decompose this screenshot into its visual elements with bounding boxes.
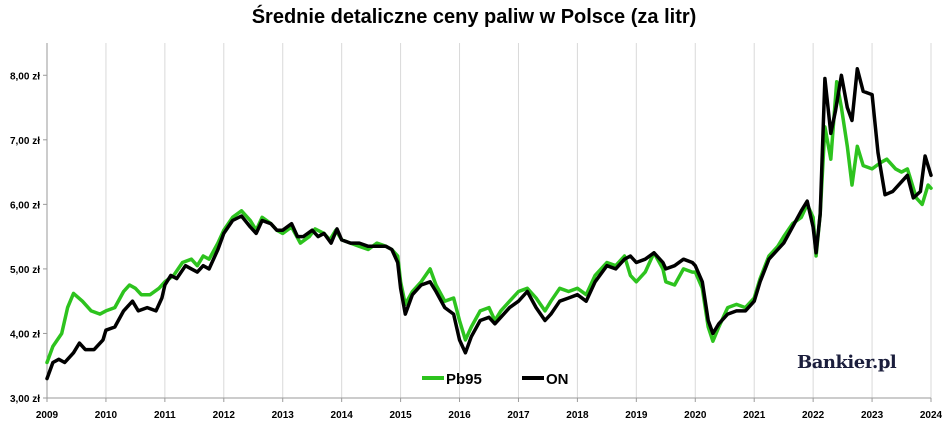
vertical-gridlines — [105, 43, 932, 398]
x-tick-label: 2019 — [625, 410, 648, 421]
x-tick-labels: 2009 2010 2011 2012 2013 2014 2015 2016 2017 2018… — [36, 410, 943, 421]
x-tick-label: 2016 — [448, 410, 471, 421]
x-tick-label: 2021 — [743, 410, 766, 421]
x-tick-label: 2014 — [331, 410, 354, 421]
y-tick-label: 5,00 zł — [10, 265, 40, 276]
x-tick-label: 2010 — [95, 410, 118, 421]
chart-title: Średnie detaliczne ceny paliw w Polsce (… — [251, 6, 697, 28]
x-tick-label: 2015 — [389, 410, 412, 421]
x-tick-label: 2013 — [272, 410, 295, 421]
x-tick-label: 2009 — [36, 410, 59, 421]
y-tick-label: 8,00 zł — [10, 71, 40, 82]
axes — [43, 43, 932, 402]
y-tick-label: 4,00 zł — [10, 329, 40, 340]
series-line-pb95 — [45, 79, 933, 365]
y-tick-labels: 3,00 zł 4,00 zł 5,00 zł 6,00 zł 7,00 zł 8,00 … — [10, 71, 40, 405]
series-line-on — [45, 67, 933, 381]
x-tick-label: 2012 — [213, 410, 236, 421]
x-tick-label: 2022 — [802, 410, 825, 421]
y-tick-label: 7,00 zł — [10, 136, 40, 147]
y-tick-label: 3,00 zł — [10, 394, 40, 405]
x-tick-label: 2020 — [684, 410, 707, 421]
x-tick-label: 2011 — [154, 410, 176, 421]
x-tick-label: 2024 — [920, 410, 943, 421]
x-tick-label: 2017 — [507, 410, 530, 421]
legend: Pb95 ON — [422, 371, 569, 388]
y-tick-label: 6,00 zł — [10, 200, 40, 211]
bankier-logo: Bankier.pl — [797, 352, 897, 373]
series-lines — [45, 67, 933, 381]
legend-label-on: ON — [546, 371, 569, 388]
x-tick-label: 2018 — [566, 410, 589, 421]
x-tick-label: 2023 — [861, 410, 884, 421]
legend-label-pb95: Pb95 — [446, 371, 482, 388]
